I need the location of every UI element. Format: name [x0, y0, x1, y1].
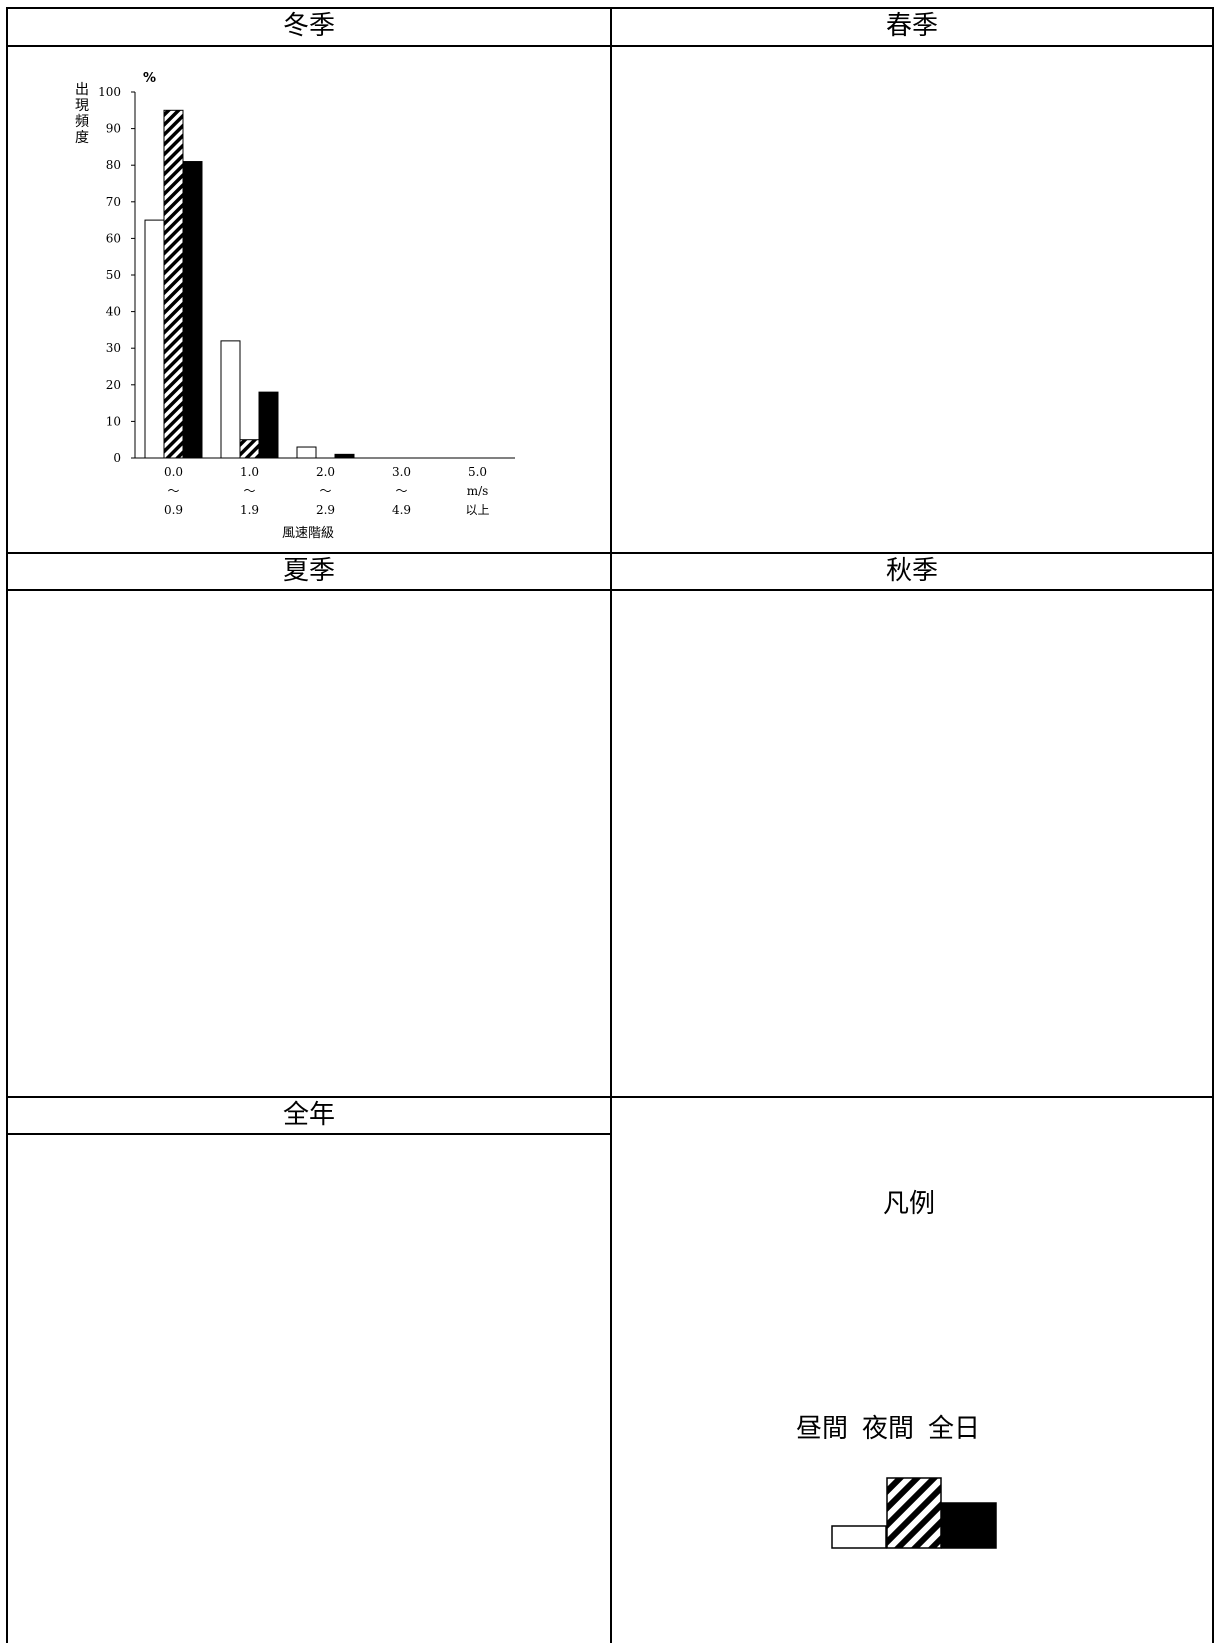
- x-tick-label: 2.9: [316, 503, 335, 517]
- x-tick-label: ～: [243, 484, 255, 498]
- y-tick-label: 90: [106, 122, 121, 136]
- x-tick-label: ～: [167, 484, 179, 498]
- y-axis-label-char: 出: [75, 82, 89, 98]
- panel-title-summer: 夏季: [282, 556, 335, 586]
- panel-title-spring: 春季: [885, 11, 938, 41]
- y-tick-label: 30: [106, 341, 121, 355]
- grid-row-1-header-line: [6, 45, 1214, 47]
- legend-title: 凡例: [882, 1189, 935, 1219]
- x-tick-label: ～: [395, 484, 407, 498]
- y-tick-label: 0: [113, 451, 121, 465]
- y-axis-label-char: 度: [75, 130, 89, 146]
- grid-row-3-header-line: [6, 1133, 612, 1135]
- x-tick-label: 4.9: [392, 503, 411, 517]
- y-tick-label: 80: [106, 158, 121, 172]
- grid-border-left: [6, 7, 8, 1643]
- x-tick-label: 1.9: [240, 503, 259, 517]
- y-axis-label-char: 現: [75, 98, 89, 114]
- bar-全日: [258, 391, 279, 459]
- x-tick-label: 3.0: [392, 465, 411, 479]
- x-tick-label: 5.0: [468, 465, 487, 479]
- y-tick-label: 100: [98, 85, 121, 99]
- y-tick-label: 10: [106, 414, 121, 428]
- x-tick-label: 0.9: [164, 503, 183, 517]
- bar-夜間: [163, 109, 184, 459]
- bar-昼間: [144, 219, 165, 459]
- legend-swatch-day: [831, 1525, 887, 1549]
- panel-title-year: 全年: [282, 1100, 335, 1130]
- grid-row-2-header-line: [6, 589, 1214, 591]
- x-axis-label: 風速階級: [282, 526, 334, 541]
- legend-label-day: 昼間: [796, 1414, 849, 1444]
- x-tick-label: m/s: [467, 484, 489, 498]
- y-tick-label: 60: [106, 231, 121, 245]
- legend-label-night: 夜間: [862, 1414, 915, 1444]
- y-tick-label: 20: [106, 378, 121, 392]
- bar-昼間: [220, 340, 241, 459]
- bar-昼間: [296, 446, 317, 459]
- legend-labels: 昼間 夜間 全日: [796, 1408, 1016, 1445]
- grid-divider-vertical: [610, 7, 612, 1643]
- bar-全日: [182, 161, 203, 459]
- legend-swatches: [831, 1477, 997, 1549]
- bar-全日: [334, 453, 355, 459]
- legend-label-all-day: 全日: [928, 1414, 981, 1444]
- panel-title-winter: 冬季: [282, 11, 335, 41]
- y-tick-label: 50: [106, 268, 121, 282]
- y-axis-label-char: 頻: [75, 114, 89, 130]
- bar-夜間: [239, 439, 260, 459]
- y-unit-label: %: [143, 71, 156, 86]
- legend-swatch-all-day: [941, 1502, 997, 1549]
- x-tick-label: 0.0: [164, 465, 183, 479]
- y-tick-label: 70: [106, 195, 121, 209]
- x-tick-label: 2.0: [316, 465, 335, 479]
- legend-swatch-night: [886, 1477, 942, 1549]
- grid-border-right: [1212, 7, 1214, 1643]
- grid-row-3-top: [6, 1096, 1214, 1098]
- x-tick-label: ～: [319, 484, 331, 498]
- y-tick-label: 40: [106, 305, 121, 319]
- grid-row-2-top: [6, 552, 1214, 554]
- panel-title-autumn: 秋季: [885, 556, 938, 586]
- x-tick-label: 1.0: [240, 465, 259, 479]
- x-tick-label: 以上: [465, 503, 489, 517]
